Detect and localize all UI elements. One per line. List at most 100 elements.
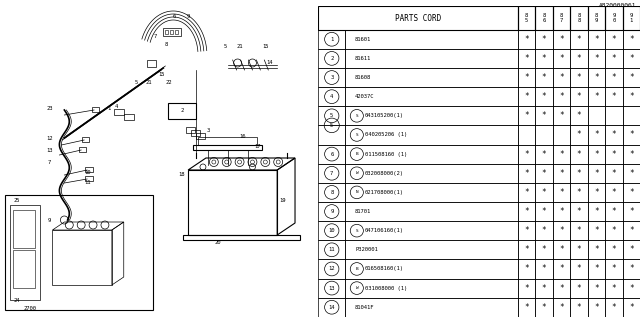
Bar	[570, 183, 588, 202]
Bar	[552, 298, 570, 317]
Text: *: *	[524, 303, 529, 312]
Text: *: *	[524, 284, 529, 292]
Text: *: *	[541, 92, 546, 101]
Text: 13: 13	[46, 148, 52, 153]
Bar	[588, 6, 605, 30]
Text: *: *	[629, 92, 634, 101]
Bar	[588, 298, 605, 317]
Text: *: *	[594, 169, 598, 178]
Text: 7: 7	[154, 35, 157, 39]
Text: 1: 1	[330, 37, 333, 42]
Text: 19: 19	[279, 197, 285, 203]
Text: N: N	[355, 190, 358, 194]
Bar	[535, 240, 552, 260]
Text: *: *	[611, 92, 616, 101]
Text: *: *	[629, 131, 634, 140]
Bar	[605, 183, 623, 202]
Bar	[623, 87, 640, 106]
Bar	[346, 87, 518, 106]
Text: *: *	[629, 264, 634, 274]
Text: *: *	[629, 149, 634, 159]
Bar	[535, 164, 552, 183]
Text: 6: 6	[173, 14, 176, 20]
Text: 11: 11	[328, 247, 335, 252]
Text: *: *	[559, 303, 564, 312]
Text: 8: 8	[330, 190, 333, 195]
Bar	[605, 68, 623, 87]
Text: 043105200(1): 043105200(1)	[365, 113, 404, 118]
Bar	[552, 30, 570, 49]
Bar	[570, 221, 588, 240]
Text: 5: 5	[224, 44, 227, 50]
Text: *: *	[524, 188, 529, 197]
Bar	[552, 183, 570, 202]
Text: 040205206 (1): 040205206 (1)	[365, 132, 407, 138]
Text: 9: 9	[330, 209, 333, 214]
Bar	[623, 260, 640, 278]
Text: *: *	[541, 73, 546, 82]
Text: *: *	[577, 169, 581, 178]
Text: *: *	[629, 284, 634, 292]
Bar	[605, 202, 623, 221]
Bar	[535, 298, 552, 317]
Text: 20: 20	[214, 239, 221, 244]
Bar	[318, 260, 346, 278]
Bar	[552, 106, 570, 125]
Text: *: *	[559, 188, 564, 197]
Text: *: *	[594, 149, 598, 159]
Bar	[346, 145, 518, 164]
Text: *: *	[594, 284, 598, 292]
Text: 81701: 81701	[355, 209, 371, 214]
Text: *: *	[559, 207, 564, 216]
Text: 25: 25	[13, 197, 20, 203]
Text: 81041F: 81041F	[355, 305, 374, 310]
Bar	[605, 49, 623, 68]
Bar	[623, 298, 640, 317]
Text: *: *	[629, 226, 634, 235]
Text: *: *	[524, 207, 529, 216]
Text: *: *	[611, 264, 616, 274]
Text: 6: 6	[330, 152, 333, 156]
Bar	[10, 205, 40, 300]
Bar	[318, 221, 346, 240]
Text: 81608: 81608	[355, 75, 371, 80]
Bar	[318, 278, 346, 298]
Text: *: *	[559, 245, 564, 254]
Bar	[605, 125, 623, 145]
Bar	[552, 240, 570, 260]
Bar	[570, 202, 588, 221]
Text: *: *	[541, 207, 546, 216]
Bar	[318, 240, 346, 260]
Text: 7: 7	[330, 171, 333, 176]
Text: W: W	[355, 286, 358, 290]
Text: 12: 12	[328, 267, 335, 271]
Text: P320001: P320001	[355, 247, 378, 252]
Bar	[318, 202, 346, 221]
Text: 16: 16	[239, 134, 246, 140]
Bar	[518, 183, 535, 202]
Text: 9
0: 9 0	[612, 13, 616, 23]
Bar	[535, 30, 552, 49]
Bar	[623, 49, 640, 68]
Text: *: *	[524, 92, 529, 101]
Bar	[552, 221, 570, 240]
Text: *: *	[577, 207, 581, 216]
Text: *: *	[577, 284, 581, 292]
Bar	[570, 260, 588, 278]
Bar	[588, 183, 605, 202]
Text: *: *	[611, 169, 616, 178]
Bar	[170, 30, 173, 34]
Bar	[518, 240, 535, 260]
Bar	[552, 6, 570, 30]
Text: *: *	[577, 35, 581, 44]
Bar	[188, 170, 277, 235]
Text: *: *	[594, 131, 598, 140]
Text: 8: 8	[164, 42, 168, 46]
Text: *: *	[559, 35, 564, 44]
Bar	[605, 87, 623, 106]
Bar	[588, 145, 605, 164]
Bar	[85, 176, 93, 181]
Bar	[85, 167, 93, 172]
Text: 17: 17	[254, 145, 260, 149]
Bar	[535, 221, 552, 240]
